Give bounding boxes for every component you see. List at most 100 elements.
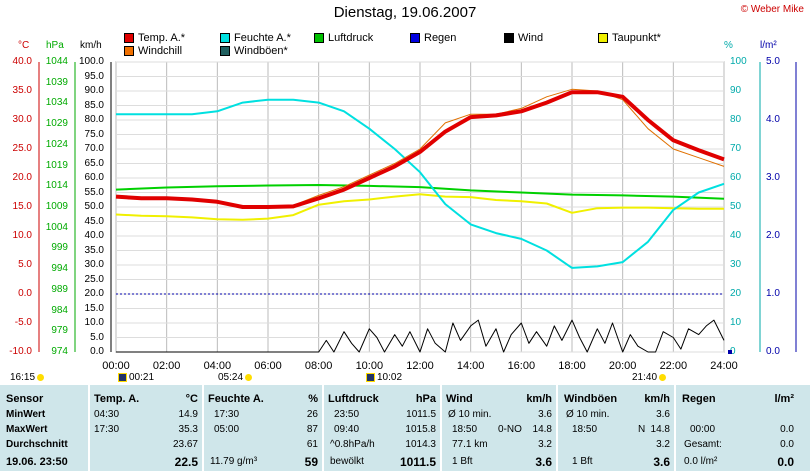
press-max: 1015.8 xyxy=(405,424,436,435)
humidity-tick: 80 xyxy=(730,114,742,125)
press-current: 1011.5 xyxy=(399,455,436,469)
wind-tick: 25.0 xyxy=(84,273,104,285)
pressure-tick: 1019 xyxy=(45,159,68,171)
x-tick: 24:00 xyxy=(710,360,738,372)
pressure-tick: 1014 xyxy=(45,180,68,192)
temp-current: 22.5 xyxy=(174,455,198,469)
hum-avg: 61 xyxy=(306,439,318,450)
wind-max: 14.8 xyxy=(532,424,552,435)
rain-tick: 5.0 xyxy=(766,56,780,67)
wind-tick: 90.0 xyxy=(84,85,104,96)
row-max: MaxWert xyxy=(6,424,48,435)
wind-tick: 5.0 xyxy=(90,331,104,343)
legend-label: Temp. A.* xyxy=(138,32,186,44)
legend-label: Regen xyxy=(424,32,457,44)
stats-press-col: Luftdruck hPa 23:50 1011.5 09:40 1015.8 … xyxy=(324,385,440,471)
legend-swatch xyxy=(314,33,324,43)
wind-tick: 65.0 xyxy=(84,157,104,169)
x-tick: 00:00 xyxy=(102,360,130,372)
stats-temp-col: Temp. A. °C 04:30 14.9 17:30 35.3 23.67 … xyxy=(90,385,202,471)
hum-current: 59 xyxy=(304,455,318,469)
temp-tick: 30.0 xyxy=(12,114,32,125)
chart-title: Dienstag, 19.06.2007 xyxy=(333,4,477,21)
legend-item-5: Taupunkt* xyxy=(598,32,661,44)
temp-tick: 40.0 xyxy=(12,56,32,67)
temp-unit-header: °C xyxy=(185,393,198,405)
humidity-tick: 90 xyxy=(730,85,742,96)
sun-left: 16:15 xyxy=(10,372,45,383)
row-avg: Durchschnitt xyxy=(6,439,68,450)
wind-unit-header: km/h xyxy=(526,393,552,405)
plot-area xyxy=(38,61,797,354)
humidity-tick: 100 xyxy=(730,56,747,67)
press-header: Luftdruck xyxy=(328,393,379,405)
gust-avg10: 3.6 xyxy=(656,409,670,420)
rain-tick: 3.0 xyxy=(766,172,780,183)
press-unit-header: hPa xyxy=(415,393,436,405)
press-max-time: 09:40 xyxy=(334,424,360,435)
rain-unit-header: l/m² xyxy=(774,393,794,405)
wind-tick: 55.0 xyxy=(84,186,104,198)
gust-bft: 1 Bft xyxy=(572,456,593,467)
humidity-tick: 60 xyxy=(730,172,742,183)
wind-tick: 60.0 xyxy=(84,172,104,183)
moonrise-time: 00:21 xyxy=(129,372,155,383)
sun-left-time: 16:15 xyxy=(10,372,36,383)
wind-tick: 15.0 xyxy=(84,302,104,314)
legend-swatch xyxy=(220,33,230,43)
pressure-tick: 999 xyxy=(51,242,68,254)
wind-tick: 100.0 xyxy=(78,56,104,67)
rain-header: Regen xyxy=(682,393,716,405)
gust-current: 3.6 xyxy=(653,455,670,469)
wind-tick: 30.0 xyxy=(84,259,104,270)
pressure-tick: 1029 xyxy=(45,118,68,130)
pressure-tick: 984 xyxy=(51,304,68,316)
legend-swatch xyxy=(504,33,514,43)
series-feuchte-a- xyxy=(116,98,725,269)
x-tick: 12:00 xyxy=(406,360,434,372)
pressure-tick: 1034 xyxy=(45,97,68,109)
legend-item-6: Windchill xyxy=(124,45,182,57)
humidity-tick: 10 xyxy=(730,317,742,328)
temp-tick: -10.0 xyxy=(9,346,32,357)
wind-bft: 1 Bft xyxy=(452,456,473,467)
hum-abs: 11.79 g/m³ xyxy=(210,456,258,467)
wind-distance: 77.1 km xyxy=(452,439,488,450)
legend-swatch xyxy=(124,46,134,56)
wind-header: Wind xyxy=(446,393,473,405)
temp-avg: 23.67 xyxy=(172,439,198,450)
rain-tick: 0.0 xyxy=(766,346,780,357)
press-min: 1011.5 xyxy=(406,409,436,420)
current-datetime: 19.06. 23:50 xyxy=(6,456,68,468)
rain-unit: l/m² xyxy=(760,40,777,51)
sensor-header: Sensor xyxy=(6,393,44,405)
rain-total: 0.0 xyxy=(780,439,794,450)
wind-tick: 70.0 xyxy=(84,143,104,154)
wind-current: 3.6 xyxy=(535,455,552,469)
stats-table: Sensor MinWert MaxWert Durchschnitt 19.0… xyxy=(0,385,810,471)
gust-unit-header: km/h xyxy=(644,393,670,405)
sunrise: 05:24 xyxy=(218,372,253,383)
hum-unit-header: % xyxy=(308,393,318,405)
row-min: MinWert xyxy=(6,409,46,420)
press-avg: 1014.3 xyxy=(405,439,436,450)
humidity-tick: 40 xyxy=(730,230,742,241)
pressure-tick: 974 xyxy=(51,346,68,357)
rain-max: 0.0 xyxy=(780,424,794,435)
legend-item-1: Feuchte A.* xyxy=(220,32,291,44)
copyright[interactable]: © Weber Mike xyxy=(740,4,804,15)
wind-tick: 85.0 xyxy=(84,99,104,111)
temp-tick: -5.0 xyxy=(14,317,32,328)
x-tick: 08:00 xyxy=(304,360,333,372)
rain-current: 0.0 xyxy=(777,455,794,469)
moonset: 10:02 xyxy=(366,372,402,383)
humidity-tick: 0 xyxy=(730,346,736,357)
pressure-tick: 979 xyxy=(51,325,68,337)
gust-avg10-label: Ø 10 min. xyxy=(566,409,610,420)
wind-avg: 3.2 xyxy=(538,439,552,450)
x-tick: 16:00 xyxy=(507,360,536,372)
x-tick: 22:00 xyxy=(659,360,688,372)
pressure-tick: 1009 xyxy=(45,201,68,212)
gust-max: 14.8 xyxy=(650,424,670,435)
legend-item-4: Wind xyxy=(504,32,543,44)
